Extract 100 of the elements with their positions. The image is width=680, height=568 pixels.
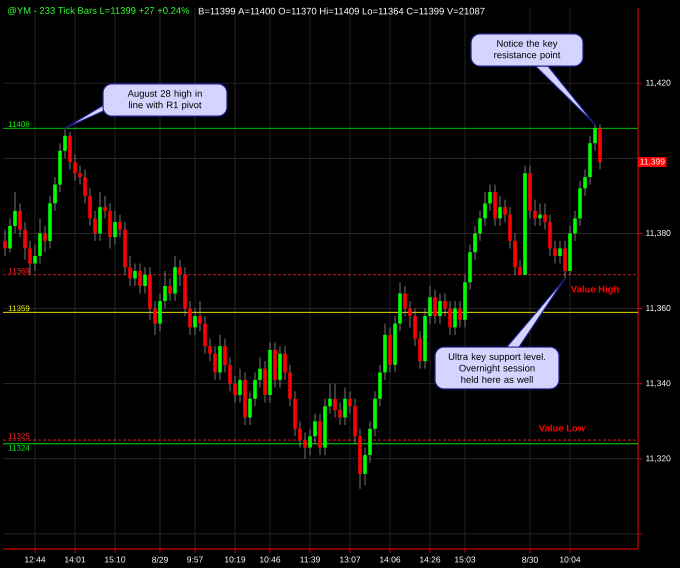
candlestick [543, 203, 547, 230]
x-tick-label: 14:01 [65, 556, 86, 563]
candlestick [488, 184, 492, 212]
candlestick [23, 222, 27, 260]
annotation: Ultra key support level. Overnight session held here as well [448, 353, 546, 383]
candlestick [28, 240, 32, 276]
candlestick [193, 308, 197, 336]
candlestick [203, 316, 207, 354]
candlestick [403, 286, 407, 316]
candlestick [138, 263, 142, 294]
x-tick-label: 13:07 [340, 556, 360, 563]
candlestick [83, 169, 87, 204]
candlestick [408, 300, 412, 328]
candlestick [303, 432, 307, 460]
candlestick [88, 188, 92, 226]
y-tick-label: 11,360 [646, 305, 670, 312]
candlestick [433, 289, 437, 324]
candlestick [153, 300, 157, 336]
x-tick-label: 15:03 [455, 556, 476, 563]
candlestick [133, 263, 137, 286]
annotation: August 28 high in line with R1 pivot [128, 90, 202, 110]
candlestick [518, 259, 522, 276]
candlestick [538, 203, 542, 226]
candlestick [43, 226, 47, 253]
x-tick-label: 8/30 [522, 556, 538, 563]
x-tick-label: 10:19 [225, 556, 246, 563]
annotation: Value Low [538, 424, 586, 432]
candlestick [533, 199, 537, 226]
x-tick-label: 11:39 [300, 556, 320, 563]
candlestick [583, 169, 587, 196]
candlestick [363, 447, 367, 486]
candlestick [118, 214, 122, 238]
candlestick [238, 368, 242, 403]
candlestick [338, 402, 342, 426]
candlestick [18, 203, 22, 238]
candlestick [418, 330, 422, 370]
x-tick-label: 12:44 [25, 556, 46, 562]
candlestick [38, 218, 42, 264]
candlestick [448, 300, 452, 336]
text: 11,399 [640, 158, 665, 166]
candlestick [143, 266, 147, 294]
chart-subtitle: B=11399 A=11400 O=11370 Hi=11409 Lo=11364 C=11399 V=21087 [198, 8, 485, 14]
candlestick [553, 240, 557, 264]
candlestick [163, 270, 167, 309]
candlestick [128, 256, 132, 286]
candlestick [213, 346, 217, 380]
candlestick [328, 383, 332, 414]
candlestick [208, 338, 212, 362]
candlestick [158, 293, 162, 332]
x-tick-label: 8/29 [152, 556, 168, 563]
candlestick [258, 357, 262, 388]
candlestick [558, 240, 562, 264]
candlestick [73, 154, 77, 182]
chart-title: @YM - 233 Tick Bars L=11399 +27 +0.24% [8, 6, 190, 16]
candlestick [478, 210, 482, 242]
candlestick [348, 390, 352, 414]
candlestick [573, 210, 577, 242]
candlestick [503, 199, 507, 222]
candlestick [483, 192, 487, 226]
candlestick [458, 300, 462, 328]
candlestick [3, 229, 7, 256]
candlestick [563, 240, 567, 279]
candlestick [188, 300, 192, 336]
candlestick [53, 176, 57, 212]
annotation: Notice the key resistance point [494, 40, 560, 60]
candlestick [283, 346, 287, 380]
candlestick [178, 259, 182, 286]
candlestick [498, 195, 502, 226]
annotation: Value High [570, 286, 619, 294]
candlestick [8, 218, 12, 253]
candlestick [453, 300, 457, 336]
candlestick [343, 387, 347, 426]
y-tick-label: 11,340 [646, 380, 670, 388]
y-tick-label: 11,420 [646, 80, 670, 87]
candlestick [333, 383, 337, 418]
x-tick-label: 10:46 [260, 556, 280, 563]
candlestick [103, 195, 107, 219]
candlestick [253, 372, 257, 407]
candlestick [438, 293, 442, 324]
x-tick-label: 10:04 [560, 556, 580, 563]
candlestick [443, 293, 447, 316]
candlestick [233, 376, 237, 403]
candlestick [13, 192, 17, 234]
candlestick [298, 420, 302, 448]
candlestick [78, 165, 82, 185]
candlestick [228, 357, 232, 392]
candlestick [248, 390, 252, 426]
candlestick [33, 244, 37, 272]
x-tick-label: 9:57 [187, 556, 203, 563]
candlestick [413, 308, 417, 346]
candlestick [168, 278, 172, 302]
candlestick [63, 128, 67, 159]
x-tick-label: 14:06 [380, 556, 400, 563]
candlestick [428, 286, 432, 324]
candlestick [473, 226, 477, 260]
candlestick [113, 210, 117, 246]
candlestick [198, 300, 202, 332]
x-tick-label: 15:10 [105, 556, 126, 563]
y-tick-label: 11,320 [646, 455, 670, 462]
candlestick [223, 338, 227, 373]
